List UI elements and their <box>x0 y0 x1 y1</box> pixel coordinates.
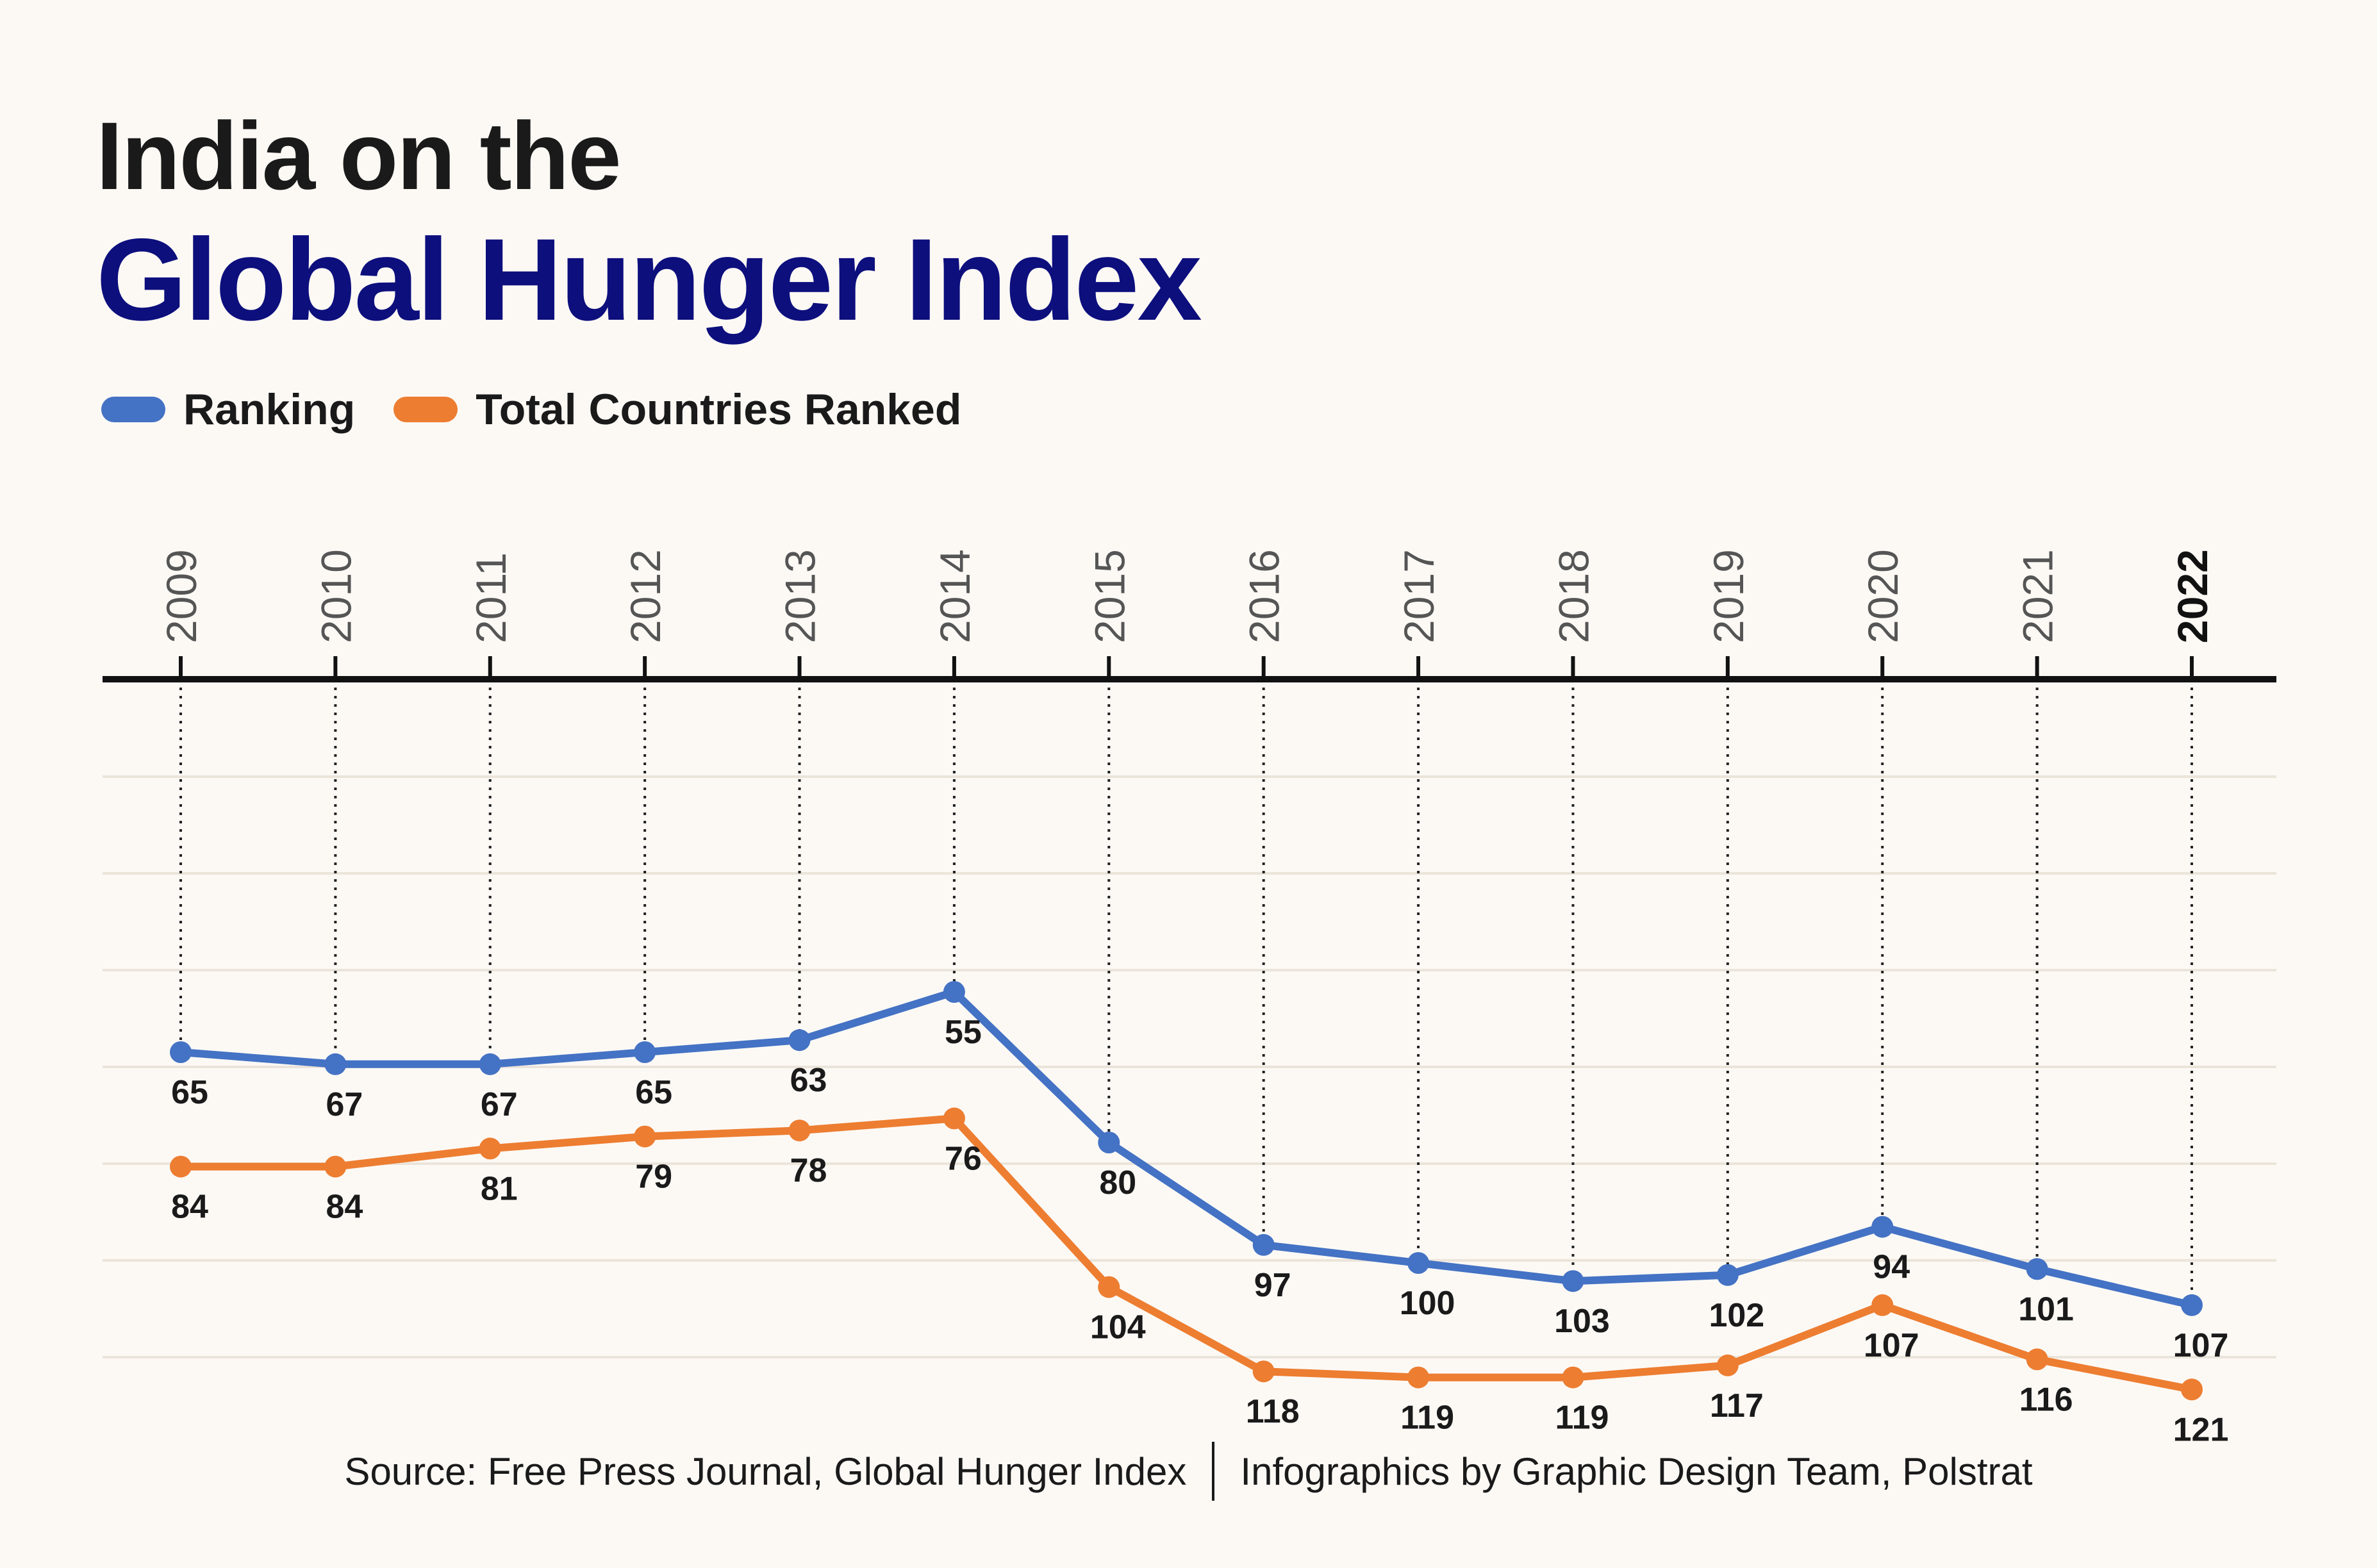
x-tick-label: 2014 <box>931 549 979 643</box>
x-tick-label: 2019 <box>1705 549 1752 643</box>
point-ranking <box>1871 1216 1894 1238</box>
data-label-total: 84 <box>171 1189 208 1226</box>
point-ranking <box>788 1029 811 1052</box>
legend-label-total: Total Countries Ranked <box>476 385 962 434</box>
data-label-ranking: 100 <box>1400 1285 1455 1322</box>
data-label-total: 84 <box>326 1189 363 1226</box>
point-ranking <box>170 1041 192 1063</box>
point-total <box>1716 1354 1739 1376</box>
point-ranking <box>1562 1270 1584 1292</box>
point-total <box>170 1155 192 1178</box>
data-label-total: 79 <box>635 1159 672 1196</box>
point-ranking <box>2026 1258 2048 1280</box>
point-ranking <box>2181 1294 2203 1316</box>
data-label-ranking: 63 <box>790 1062 827 1099</box>
data-label-total: 121 <box>2173 1411 2229 1448</box>
x-tick-label: 2011 <box>467 552 515 643</box>
x-tick-label: 2010 <box>312 549 360 643</box>
point-ranking <box>1716 1264 1739 1286</box>
footer: Source: Free Press Journal, Global Hunge… <box>0 1442 2377 1501</box>
source-text: Source: Free Press Journal, Global Hunge… <box>344 1449 1187 1493</box>
data-label-ranking: 107 <box>2173 1327 2229 1364</box>
point-total <box>634 1125 656 1148</box>
point-ranking <box>1098 1132 1120 1153</box>
data-label-total: 118 <box>1246 1393 1300 1430</box>
data-label-total: 104 <box>1090 1309 1146 1346</box>
data-label-ranking: 67 <box>481 1086 518 1123</box>
data-label-total: 76 <box>945 1140 982 1177</box>
x-tick-label: 2021 <box>2014 549 2062 643</box>
series-line-total <box>177 1114 2196 1394</box>
data-label-ranking: 94 <box>1873 1249 1910 1286</box>
point-total <box>943 1107 965 1130</box>
point-total <box>479 1137 501 1160</box>
point-ranking <box>634 1041 656 1063</box>
legend-swatch-total <box>393 397 458 422</box>
point-ranking <box>1252 1234 1275 1256</box>
x-tick-label: 2013 <box>777 549 824 643</box>
data-label-total: 107 <box>1864 1327 1919 1364</box>
point-total <box>1407 1366 1430 1389</box>
data-label-total: 78 <box>790 1152 827 1189</box>
data-label-ranking: 97 <box>1254 1267 1291 1304</box>
data-label-ranking: 67 <box>326 1086 363 1123</box>
point-total <box>2181 1378 2203 1401</box>
x-tick-label: 2012 <box>622 549 669 643</box>
point-ranking <box>1407 1252 1430 1274</box>
data-label-ranking: 80 <box>1099 1164 1136 1201</box>
legend-swatch-ranking <box>101 397 165 422</box>
legend-item-total: Total Countries Ranked <box>393 384 961 434</box>
x-tick-label: 2016 <box>1241 549 1288 643</box>
x-tick-label: 2017 <box>1395 549 1443 643</box>
data-label-ranking: 65 <box>171 1074 208 1111</box>
data-label-ranking: 103 <box>1554 1303 1610 1340</box>
data-label-ranking: 102 <box>1709 1297 1764 1334</box>
data-label-total: 81 <box>481 1170 518 1207</box>
credit-text: Infographics by Graphic Design Team, Pol… <box>1240 1449 2033 1493</box>
point-total <box>1871 1294 1894 1316</box>
point-total <box>1098 1276 1120 1298</box>
legend-label-ranking: Ranking <box>183 385 356 434</box>
x-tick-label: 2022 <box>2169 549 2216 643</box>
point-ranking <box>324 1053 347 1075</box>
data-label-ranking: 101 <box>2018 1291 2074 1328</box>
legend-item-ranking: Ranking <box>101 384 355 434</box>
title-line-2: Global Hunger Index <box>96 214 1202 345</box>
x-tick-label: 2020 <box>1859 549 1907 643</box>
series-line-ranking <box>177 988 2196 1309</box>
x-tick-label: 2009 <box>158 549 205 643</box>
x-tick-label: 2015 <box>1086 549 1133 643</box>
point-ranking <box>479 1053 501 1075</box>
point-total <box>788 1119 811 1142</box>
point-total <box>2026 1348 2048 1371</box>
data-label-ranking: 65 <box>635 1074 672 1111</box>
data-label-total: 117 <box>1710 1387 1764 1424</box>
point-total <box>1562 1366 1584 1389</box>
legend: Ranking Total Countries Ranked <box>101 384 961 434</box>
title-line-1: India on the <box>96 102 622 210</box>
footer-separator <box>1212 1442 1215 1501</box>
x-tick-label: 2018 <box>1550 549 1597 643</box>
point-total <box>324 1155 347 1178</box>
data-label-total: 119 <box>1555 1399 1609 1437</box>
point-total <box>1252 1360 1275 1383</box>
data-label-total: 119 <box>1400 1399 1454 1437</box>
point-ranking <box>943 981 965 1003</box>
data-label-total: 116 <box>2019 1381 2073 1418</box>
data-label-ranking: 55 <box>945 1014 982 1051</box>
